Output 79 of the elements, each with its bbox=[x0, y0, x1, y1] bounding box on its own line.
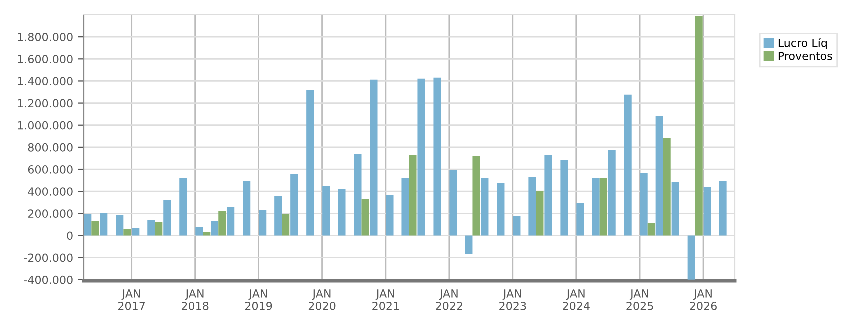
bar bbox=[704, 187, 712, 236]
bar bbox=[227, 207, 235, 236]
bar bbox=[663, 138, 671, 236]
y-tick-label: 800.000 bbox=[28, 143, 73, 152]
bar bbox=[688, 236, 696, 280]
bar bbox=[211, 221, 219, 236]
bar bbox=[418, 78, 426, 236]
bar bbox=[409, 155, 417, 236]
x-tick-label: JAN 2021 bbox=[372, 290, 400, 310]
y-tick-label: 0 bbox=[67, 232, 73, 240]
x-tick-label: JAN 2023 bbox=[500, 290, 526, 310]
x-tick-label: JAN 2018 bbox=[182, 290, 209, 310]
x-tick-label: JAN 2020 bbox=[308, 290, 336, 310]
bar bbox=[624, 94, 632, 236]
bar bbox=[608, 150, 616, 236]
bar bbox=[322, 186, 330, 236]
bar bbox=[274, 196, 282, 236]
bar bbox=[481, 178, 489, 236]
bar bbox=[282, 214, 290, 236]
y-tick-label: 1.600.000 bbox=[18, 55, 73, 64]
bar bbox=[362, 199, 370, 236]
bar bbox=[719, 181, 727, 236]
bar bbox=[92, 221, 100, 236]
bar bbox=[116, 215, 124, 236]
x-tick-label: JAN 2025 bbox=[626, 290, 654, 310]
bar bbox=[576, 203, 584, 236]
y-tick-label: 400.000 bbox=[28, 188, 73, 196]
y-tick-label: -200.000 bbox=[24, 254, 73, 262]
bar bbox=[203, 232, 211, 236]
bar bbox=[386, 195, 394, 236]
bar bbox=[155, 222, 163, 236]
bar bbox=[338, 189, 346, 236]
bar bbox=[132, 228, 140, 236]
bar bbox=[695, 16, 703, 236]
bar bbox=[544, 155, 552, 236]
bar bbox=[472, 156, 480, 236]
bar bbox=[536, 191, 544, 236]
bar bbox=[259, 210, 267, 236]
x-tick-label: JAN 2017 bbox=[118, 290, 146, 310]
bar bbox=[354, 154, 362, 236]
bar bbox=[465, 236, 473, 255]
bar bbox=[124, 229, 132, 236]
y-tick-label: -400.000 bbox=[24, 276, 73, 284]
bar bbox=[640, 173, 648, 236]
bar bbox=[450, 170, 458, 236]
bar bbox=[148, 220, 156, 236]
bar bbox=[290, 174, 298, 236]
bar bbox=[180, 178, 188, 236]
bar bbox=[243, 181, 251, 236]
bar bbox=[434, 78, 442, 236]
y-tick-label: 1.200.000 bbox=[18, 99, 73, 108]
bar bbox=[648, 223, 656, 236]
bar bbox=[592, 178, 600, 236]
bar bbox=[600, 178, 608, 236]
legend-label: Proventos bbox=[778, 52, 832, 60]
y-tick-label: 1.400.000 bbox=[18, 77, 73, 86]
bar bbox=[196, 227, 204, 236]
x-tick-label: JAN 2026 bbox=[690, 290, 717, 310]
bar bbox=[164, 200, 172, 236]
x-tick-label: JAN 2024 bbox=[563, 290, 590, 310]
y-tick-label: 1.000.000 bbox=[18, 121, 73, 130]
bar bbox=[218, 211, 226, 236]
x-tick-label: JAN 2022 bbox=[436, 290, 462, 310]
bar bbox=[560, 160, 568, 236]
bar bbox=[100, 213, 108, 236]
bar bbox=[672, 182, 680, 236]
y-tick-label: 600.000 bbox=[28, 166, 73, 174]
bar bbox=[84, 214, 92, 236]
bar bbox=[513, 216, 521, 236]
bar bbox=[306, 90, 314, 236]
legend-label: Lucro Líq bbox=[778, 38, 827, 50]
bar bbox=[528, 177, 536, 236]
x-tick-label: JAN 2019 bbox=[245, 290, 272, 310]
bar bbox=[370, 80, 378, 236]
bar bbox=[497, 183, 505, 236]
y-tick-label: 1.800.000 bbox=[18, 33, 73, 42]
bar bbox=[656, 116, 664, 236]
bar bbox=[402, 178, 410, 236]
y-tick-label: 200.000 bbox=[28, 210, 73, 218]
